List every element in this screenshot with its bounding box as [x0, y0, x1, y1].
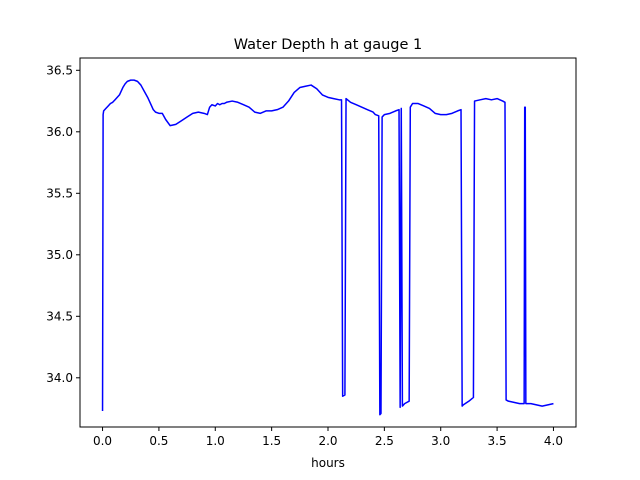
x-tick-label: 0.5: [149, 434, 168, 448]
x-tick-label: 3.5: [488, 434, 507, 448]
x-tick-label: 2.5: [375, 434, 394, 448]
axes-frame: [79, 57, 577, 428]
y-axis: 34.0 34.5 35.0 35.5 36.0 36.5: [46, 63, 80, 385]
chart-title: Water Depth h at gauge 1: [234, 37, 422, 53]
series-line-1: [101, 79, 554, 416]
x-tick-label: 2.0: [318, 434, 337, 448]
y-tick-label: 36.5: [46, 63, 73, 77]
x-tick-label: 0.0: [93, 434, 112, 448]
x-axis: 0.0 0.5 1.0 1.5 2.0 2.5 3.0 3.5 4.0: [93, 427, 563, 448]
x-tick-label: 1.5: [262, 434, 281, 448]
y-tick-label: 35.5: [46, 186, 73, 200]
x-axis-label: hours: [311, 456, 345, 470]
x-tick-label: 1.0: [206, 434, 225, 448]
y-tick-label: 34.5: [46, 309, 73, 323]
y-tick-label: 34.0: [46, 371, 73, 385]
x-tick-label: 3.0: [431, 434, 450, 448]
x-tick-label: 4.0: [544, 434, 563, 448]
plot-area: [101, 79, 554, 416]
y-tick-label: 36.0: [46, 125, 73, 139]
y-tick-label: 35.0: [46, 248, 73, 262]
